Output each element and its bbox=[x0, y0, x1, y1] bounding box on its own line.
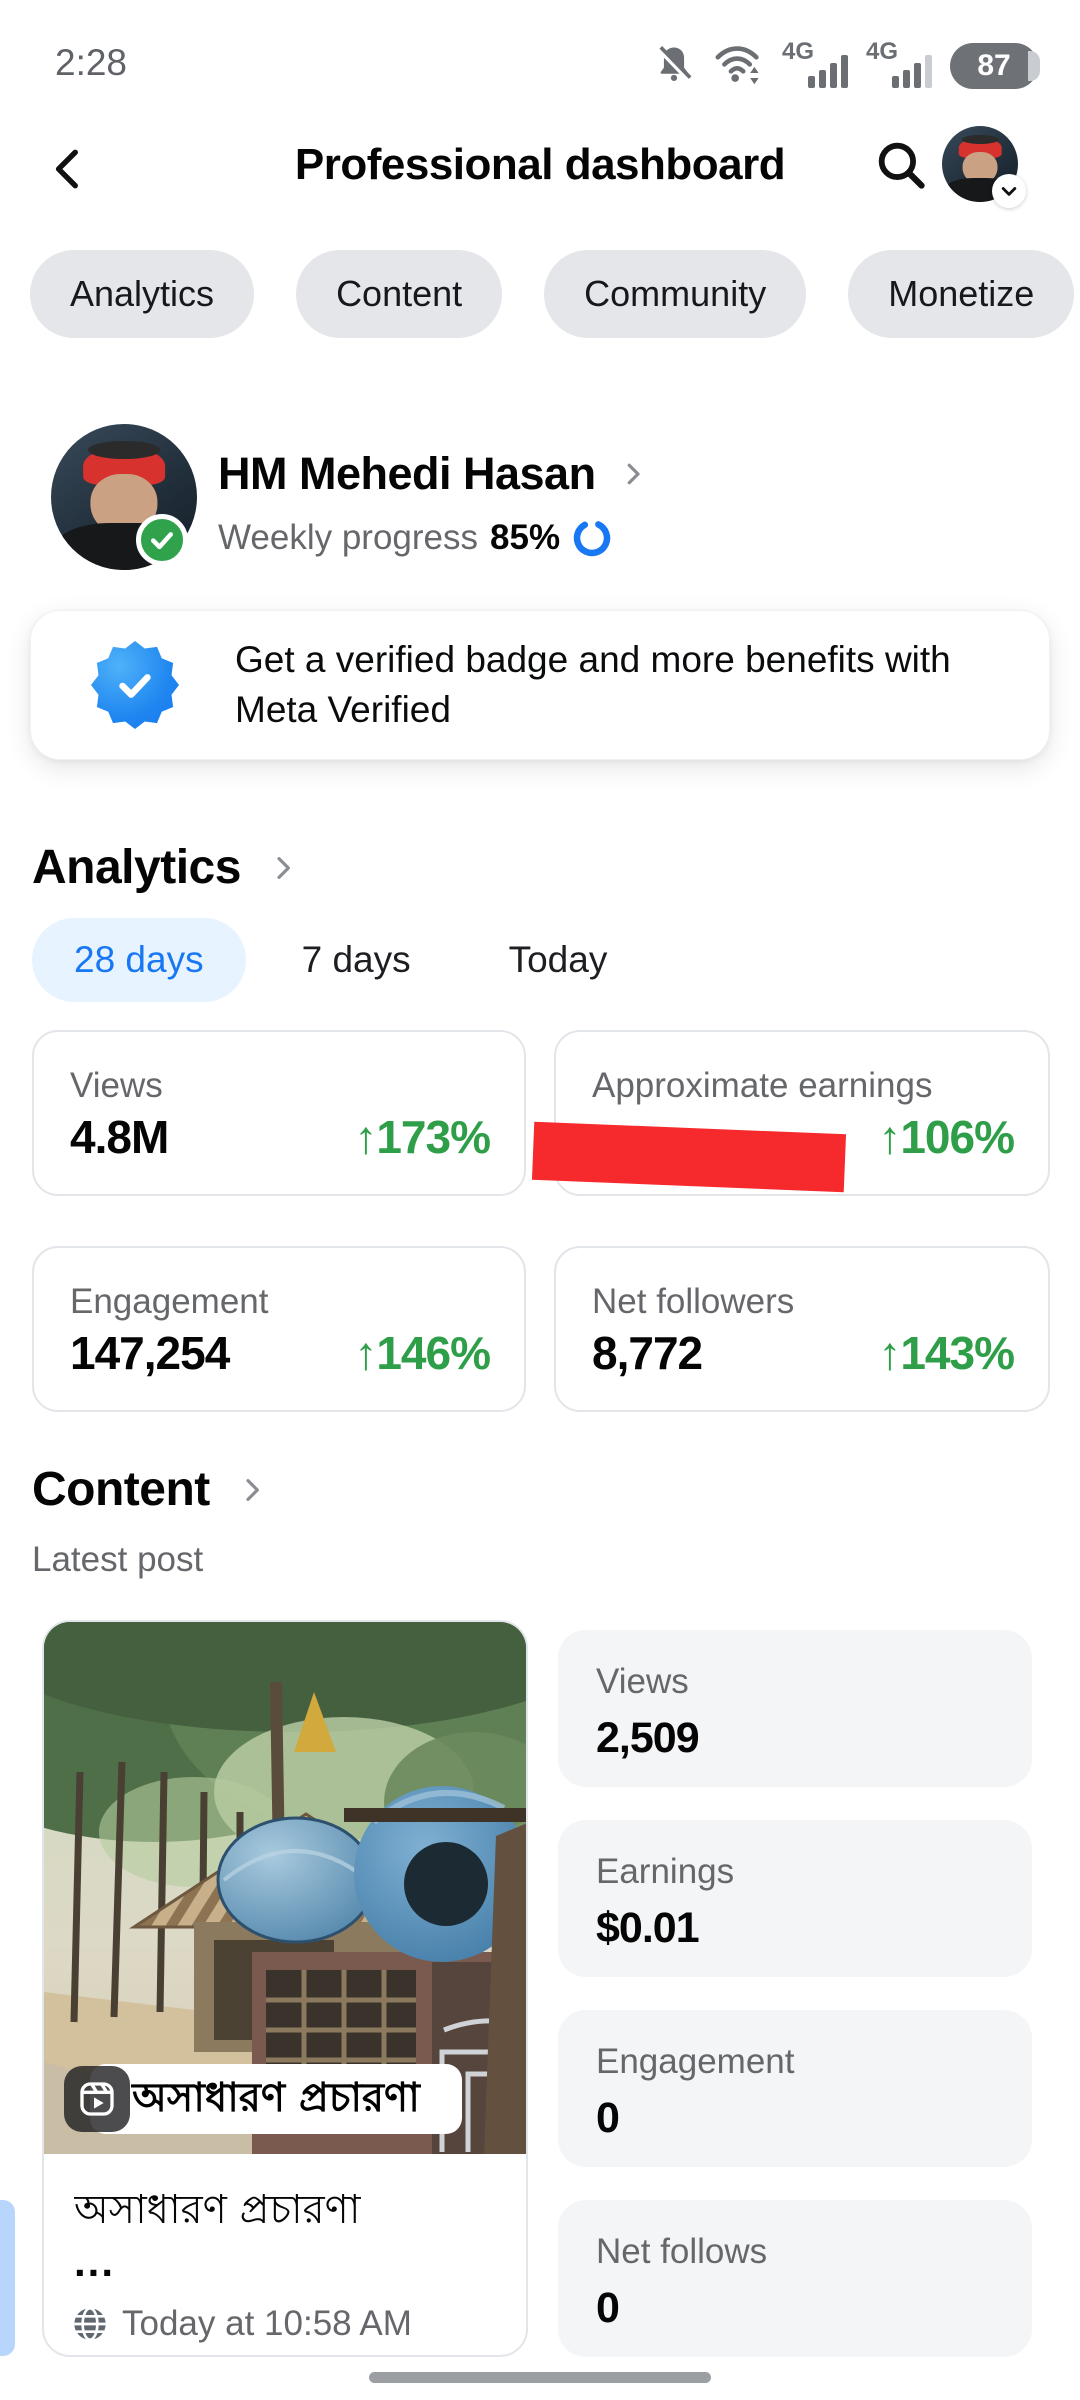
post-title-ellipsis: ... bbox=[74, 2238, 116, 2285]
stat-label: Views bbox=[70, 1066, 163, 1105]
page-name: HM Mehedi Hasan bbox=[218, 448, 596, 499]
content-section-header[interactable]: Content bbox=[32, 1462, 268, 1517]
filter-today[interactable]: Today bbox=[508, 939, 608, 980]
chevron-down-icon bbox=[992, 174, 1026, 208]
stat-card-views[interactable]: Views 4.8M ↑173% bbox=[32, 1030, 526, 1196]
analytics-period-filters: 28 days 7 days Today bbox=[32, 918, 649, 1002]
post-stat-value: 2,509 bbox=[596, 1714, 700, 1762]
post-stat-value: 0 bbox=[596, 2284, 620, 2332]
chevron-right-icon bbox=[627, 463, 640, 485]
meta-verified-banner[interactable]: Get a verified badge and more benefits w… bbox=[30, 610, 1050, 760]
globe-icon bbox=[74, 2307, 106, 2341]
stat-card-engagement[interactable]: Engagement 147,254 ↑146% bbox=[32, 1246, 526, 1412]
weekly-progress: Weekly progress 85% bbox=[218, 518, 612, 558]
analytics-section-header[interactable]: Analytics bbox=[32, 840, 299, 895]
post-caption-sticker: অসাধারণ প্রচারণা bbox=[90, 2064, 462, 2134]
wifi-icon bbox=[714, 42, 764, 91]
post-timestamp: Today at 10:58 AM bbox=[122, 2304, 412, 2343]
edge-panel-handle[interactable] bbox=[0, 2200, 15, 2356]
tab-community[interactable]: Community bbox=[544, 250, 807, 338]
page-name-row[interactable]: HM Mehedi Hasan bbox=[218, 448, 648, 500]
status-icons: 4G 4G 87 bbox=[652, 38, 1040, 94]
meta-verified-badge-icon bbox=[91, 641, 179, 729]
gesture-navigation-bar[interactable] bbox=[369, 2372, 711, 2383]
post-stat-views[interactable]: Views 2,509 bbox=[558, 1630, 1032, 1787]
battery-icon: 87 bbox=[950, 43, 1040, 89]
tab-content[interactable]: Content bbox=[296, 250, 503, 338]
page-title: Professional dashboard bbox=[294, 140, 786, 189]
verified-check-badge-icon bbox=[136, 514, 188, 566]
post-stat-label: Earnings bbox=[596, 1852, 735, 1891]
page-avatar[interactable] bbox=[51, 424, 197, 570]
meta-verified-text: Get a verified badge and more benefits w… bbox=[235, 639, 951, 730]
profile-menu-avatar[interactable] bbox=[942, 126, 1026, 208]
post-stat-engagement[interactable]: Engagement 0 bbox=[558, 2010, 1032, 2167]
post-stat-label: Engagement bbox=[596, 2042, 795, 2081]
post-timestamp-row: Today at 10:58 AM bbox=[70, 2304, 412, 2344]
stat-change: ↑106% bbox=[878, 1111, 1015, 1163]
back-button[interactable] bbox=[44, 144, 94, 194]
weekly-progress-label: Weekly progress bbox=[218, 518, 479, 557]
weekly-progress-value: 85% bbox=[490, 518, 561, 557]
filter-7-days[interactable]: 7 days bbox=[301, 939, 411, 980]
reels-icon bbox=[64, 2066, 130, 2132]
stat-label: Net followers bbox=[592, 1282, 795, 1321]
stat-change: ↑146% bbox=[354, 1327, 491, 1379]
post-stat-net-follows[interactable]: Net follows 0 bbox=[558, 2200, 1032, 2357]
weekly-progress-ring bbox=[573, 519, 611, 557]
stat-value: 8,772 bbox=[592, 1327, 703, 1379]
content-heading: Content bbox=[32, 1463, 210, 1516]
post-stat-label: Views bbox=[596, 1662, 689, 1701]
latest-post-card[interactable]: অসাধারণ প্রচারণা অসাধারণ প্রচারণা ... To… bbox=[42, 1620, 528, 2357]
notifications-muted-icon bbox=[652, 42, 696, 91]
tab-analytics[interactable]: Analytics bbox=[30, 250, 255, 338]
stat-value: 147,254 bbox=[70, 1327, 230, 1379]
chevron-right-icon bbox=[277, 856, 290, 879]
signal-4g-sim1-icon: 4G bbox=[782, 38, 848, 92]
stat-value: 4.8M bbox=[70, 1111, 169, 1163]
status-time: 2:28 bbox=[55, 42, 128, 83]
stat-label: Engagement bbox=[70, 1282, 269, 1321]
latest-post-label: Latest post bbox=[32, 1540, 204, 1579]
filter-28-days[interactable]: 28 days bbox=[32, 918, 246, 1002]
stat-label: Approximate earnings bbox=[592, 1066, 933, 1105]
stat-card-net-followers[interactable]: Net followers 8,772 ↑143% bbox=[554, 1246, 1050, 1412]
post-stat-value: 0 bbox=[596, 2094, 620, 2142]
stat-change: ↑173% bbox=[354, 1111, 491, 1163]
chevron-right-icon bbox=[246, 1478, 259, 1501]
weekly-progress-ring-arc bbox=[573, 519, 611, 557]
post-title: অসাধারণ প্রচারণা bbox=[74, 2187, 361, 2233]
signal-4g-sim2-icon: 4G bbox=[866, 38, 932, 92]
analytics-heading: Analytics bbox=[32, 841, 241, 894]
post-stat-label: Net follows bbox=[596, 2232, 768, 2271]
stat-change: ↑143% bbox=[878, 1327, 1015, 1379]
search-button[interactable] bbox=[872, 136, 930, 194]
dashboard-tabs: Analytics Content Community Monetize bbox=[30, 250, 1075, 338]
tab-monetize[interactable]: Monetize bbox=[848, 250, 1075, 338]
post-stat-earnings[interactable]: Earnings $0.01 bbox=[558, 1820, 1032, 1977]
post-stat-value: $0.01 bbox=[596, 1904, 700, 1952]
